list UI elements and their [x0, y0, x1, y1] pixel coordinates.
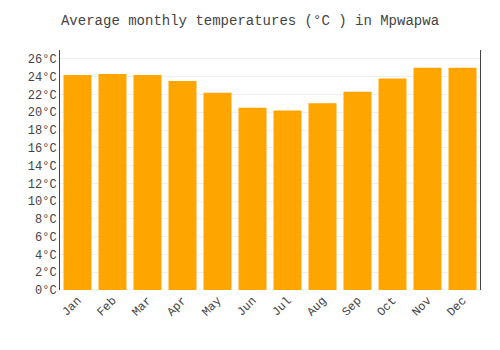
svg-text:8°C: 8°C: [35, 213, 57, 227]
svg-text:14°C: 14°C: [28, 160, 57, 174]
svg-text:4°C: 4°C: [35, 249, 57, 263]
svg-text:Dec: Dec: [444, 294, 469, 319]
svg-text:Sep: Sep: [339, 294, 364, 319]
svg-text:Nov: Nov: [409, 294, 434, 319]
svg-text:May: May: [199, 294, 224, 319]
svg-text:Jul: Jul: [269, 294, 294, 319]
svg-text:22°C: 22°C: [28, 89, 57, 103]
svg-text:Jun: Jun: [234, 294, 259, 319]
svg-text:Apr: Apr: [164, 294, 189, 319]
svg-text:12°C: 12°C: [28, 178, 57, 192]
svg-text:Feb: Feb: [94, 294, 119, 319]
svg-text:16°C: 16°C: [28, 142, 57, 156]
svg-text:Oct: Oct: [374, 294, 399, 319]
svg-text:Aug: Aug: [304, 294, 329, 319]
svg-text:0°C: 0°C: [35, 284, 57, 298]
svg-text:Jan: Jan: [59, 294, 84, 319]
svg-text:24°C: 24°C: [28, 71, 57, 85]
svg-text:Mar: Mar: [129, 294, 154, 319]
svg-text:2°C: 2°C: [35, 266, 57, 280]
svg-text:6°C: 6°C: [35, 231, 57, 245]
svg-text:10°C: 10°C: [28, 195, 57, 209]
svg-text:26°C: 26°C: [28, 53, 57, 67]
svg-text:Average monthly temperatures (: Average monthly temperatures (°C ) in Mp…: [61, 13, 439, 29]
svg-text:20°C: 20°C: [28, 106, 57, 120]
svg-text:18°C: 18°C: [28, 124, 57, 138]
